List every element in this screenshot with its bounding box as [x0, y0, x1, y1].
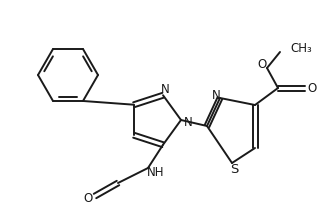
Text: S: S: [230, 162, 238, 175]
Text: CH₃: CH₃: [290, 41, 312, 54]
Text: NH: NH: [147, 166, 165, 179]
Text: N: N: [212, 88, 220, 101]
Text: N: N: [161, 83, 169, 96]
Text: N: N: [184, 116, 192, 129]
Text: O: O: [307, 82, 317, 95]
Text: O: O: [83, 192, 93, 205]
Text: O: O: [258, 58, 267, 71]
